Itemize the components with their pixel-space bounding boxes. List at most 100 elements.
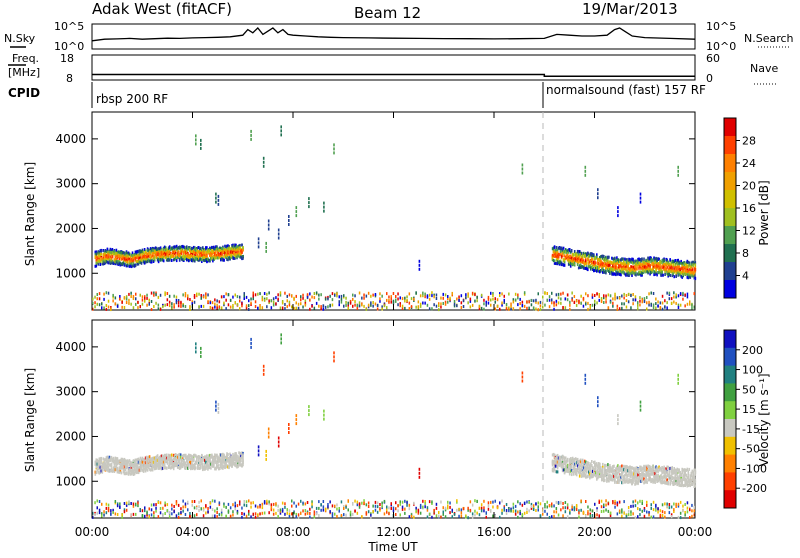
clutter-cell	[612, 302, 614, 305]
echo-cell	[582, 255, 584, 258]
colorbar-tick-label: 20	[742, 180, 756, 193]
clutter-cell	[524, 291, 526, 294]
echo-cell	[101, 253, 103, 256]
clutter-cell	[540, 308, 542, 311]
frequency-panel: Freq. [MHz] 18 8 60 0 Nave	[8, 52, 778, 85]
clutter-cell	[594, 300, 596, 303]
colorbar-tick-label: 28	[742, 135, 756, 148]
clutter-cell	[431, 294, 433, 297]
clutter-cell	[354, 304, 356, 307]
sparse-echo	[263, 165, 265, 168]
echo-cell	[193, 458, 195, 461]
clutter-cell	[680, 304, 682, 307]
echo-cell	[672, 264, 674, 267]
clutter-cell	[259, 307, 261, 310]
clutter-cell	[431, 291, 433, 294]
colorbar-tick-label: 24	[742, 157, 756, 170]
clutter-cell	[558, 301, 560, 304]
clutter-cell	[182, 293, 184, 296]
echo-cell	[571, 466, 573, 469]
clutter-cell	[130, 303, 132, 306]
clutter-cell	[284, 307, 286, 310]
clutter-cell	[314, 292, 316, 295]
sparse-echo	[419, 264, 421, 267]
clutter-cell	[675, 293, 677, 296]
echo-cell	[567, 458, 569, 461]
clutter-cell	[533, 299, 535, 302]
sparse-echo	[288, 223, 290, 226]
clutter-cell	[232, 296, 234, 299]
clutter-cell	[115, 302, 117, 305]
clutter-cell	[646, 301, 648, 304]
clutter-cell	[216, 299, 218, 302]
clutter-cell	[352, 305, 354, 308]
clutter-cell	[553, 308, 555, 311]
echo-cell	[661, 271, 663, 274]
clutter-cell	[381, 295, 383, 298]
clutter-cell	[108, 292, 110, 295]
clutter-cell	[284, 303, 286, 306]
freq-label-line2: [MHz]	[8, 66, 40, 79]
colorbar-swatch	[724, 136, 736, 155]
clutter-cell	[171, 302, 173, 305]
clutter-cell	[587, 294, 589, 297]
clutter-cell	[400, 296, 402, 299]
clutter-cell	[332, 298, 334, 301]
clutter-cell	[619, 297, 621, 300]
clutter-cell	[212, 307, 214, 310]
clutter-cell	[415, 306, 417, 309]
clutter-cell	[391, 297, 393, 300]
clutter-cell	[185, 294, 187, 297]
sparse-echo	[677, 166, 679, 169]
clutter-cell	[687, 295, 689, 298]
clutter-cell	[368, 292, 370, 295]
sparse-echo	[250, 130, 252, 133]
clutter-cell	[664, 299, 666, 302]
clutter-cell	[372, 294, 374, 297]
clutter-cell	[657, 305, 659, 308]
clutter-cell	[463, 305, 465, 308]
clutter-cell	[277, 293, 279, 296]
clutter-cell	[445, 293, 447, 296]
clutter-cell	[610, 301, 612, 304]
clutter-cell	[149, 299, 151, 302]
ytick-label: 3000	[55, 177, 86, 191]
clutter-cell	[660, 301, 662, 304]
clutter-cell	[214, 298, 216, 301]
sparse-echo	[296, 206, 298, 209]
clutter-cell	[167, 292, 169, 295]
clutter-cell	[501, 302, 503, 305]
clutter-cell	[409, 292, 411, 295]
clutter-cell	[404, 300, 406, 303]
clutter-cell	[628, 300, 630, 303]
clutter-cell	[409, 302, 411, 305]
echo-cell	[141, 262, 143, 265]
clutter-cell	[314, 296, 316, 299]
clutter-cell	[289, 301, 291, 304]
clutter-cell	[291, 305, 293, 308]
clutter-cell	[151, 308, 153, 311]
clutter-cell	[458, 296, 460, 299]
clutter-cell	[354, 300, 356, 303]
clutter-cell	[388, 296, 390, 299]
echo-cell	[107, 248, 109, 251]
clutter-cell	[320, 305, 322, 308]
clutter-cell	[110, 308, 112, 311]
echo-cell	[571, 473, 573, 476]
clutter-cell	[420, 305, 422, 308]
clutter-cell	[201, 297, 203, 300]
echo-cell	[132, 251, 134, 254]
clutter-cell	[673, 291, 675, 294]
clutter-cell	[112, 294, 114, 297]
echo-cell	[101, 458, 103, 461]
clutter-cell	[205, 292, 207, 295]
clutter-cell	[519, 302, 521, 305]
clutter-cell	[239, 307, 241, 310]
clutter-cell	[531, 303, 533, 306]
clutter-cell	[316, 291, 318, 294]
clutter-cell	[567, 298, 569, 301]
clutter-cell	[499, 294, 501, 297]
sparse-echo	[617, 206, 619, 209]
